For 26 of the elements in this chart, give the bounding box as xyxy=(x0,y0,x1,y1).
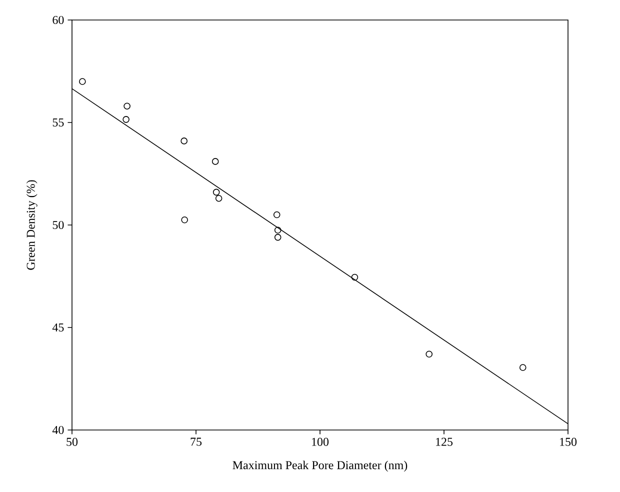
x-tick-label: 50 xyxy=(66,438,78,446)
point xyxy=(124,102,130,110)
y-axis-title: Green Density (%) xyxy=(26,180,38,270)
x-tick-label: 150 xyxy=(560,438,577,446)
point xyxy=(212,188,220,196)
x-axis-title: Maximum Peak Pore Diameter (nm) xyxy=(232,460,408,472)
point xyxy=(212,158,219,165)
point xyxy=(351,274,358,281)
point xyxy=(426,350,433,358)
point xyxy=(181,216,188,224)
x-tick-label: 100 xyxy=(312,438,329,446)
point xyxy=(519,364,526,371)
point xyxy=(180,138,188,144)
point xyxy=(79,78,86,85)
point xyxy=(122,116,130,123)
x-tick-label: 75 xyxy=(190,438,202,446)
y-tick-label: 50 xyxy=(52,220,64,230)
y-tick-label: 60 xyxy=(52,16,64,24)
y-tick-label: 55 xyxy=(52,118,64,126)
point xyxy=(215,194,222,202)
point xyxy=(274,226,282,234)
y-tick-label: 45 xyxy=(52,323,64,332)
x-tick-label: 125 xyxy=(436,438,453,446)
point xyxy=(274,234,282,241)
y-tick-label: 40 xyxy=(52,426,64,434)
point xyxy=(273,211,280,218)
